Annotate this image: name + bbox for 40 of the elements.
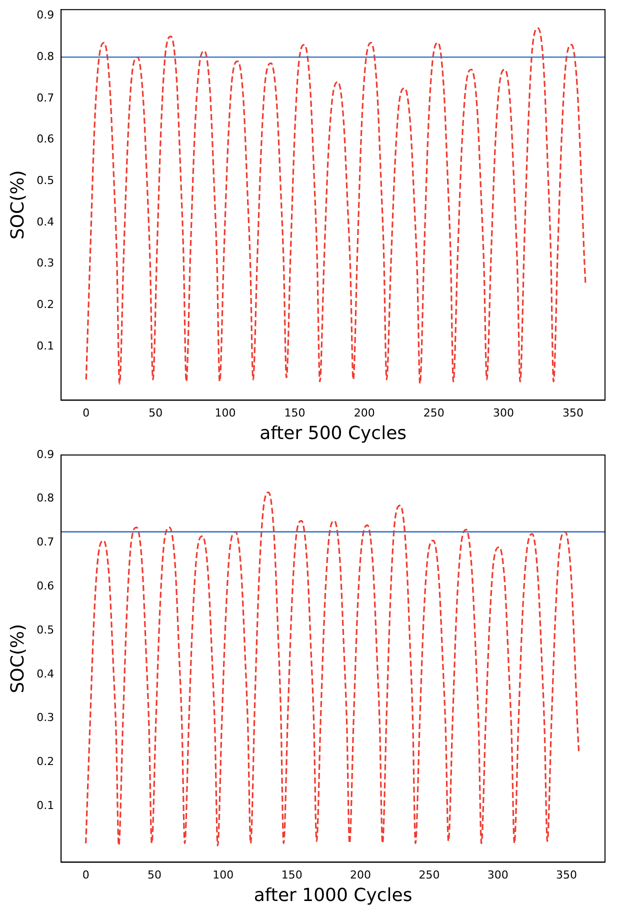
y-tick-label: 0.4 xyxy=(36,667,54,680)
y-tick-label: 0.9 xyxy=(36,8,54,22)
x-tick-label: 250 xyxy=(423,406,444,420)
y-tick-label: 0.1 xyxy=(36,339,54,352)
y-tick-label: 0.7 xyxy=(36,91,54,104)
line-series xyxy=(85,27,586,384)
x-tick-label: 150 xyxy=(281,868,302,882)
y-tick-label: 0.2 xyxy=(36,755,54,768)
x-tick-label: 100 xyxy=(212,868,234,882)
y-tick-label: 0.8 xyxy=(36,50,54,63)
y-tick-label: 0.1 xyxy=(36,798,54,812)
x-tick-label: 0 xyxy=(82,868,90,882)
x-axis-title: after 1000 Cycles xyxy=(254,884,412,906)
x-tick-label: 200 xyxy=(354,406,375,420)
y-tick-label: 0.3 xyxy=(36,256,54,270)
y-tick-label: 0.4 xyxy=(36,215,54,228)
y-tick-label: 0.6 xyxy=(36,579,54,592)
y-tick-label: 0.5 xyxy=(36,174,54,187)
line-series xyxy=(85,492,580,846)
y-tick-label: 0.2 xyxy=(36,298,54,311)
y-axis-title: SOC(%) xyxy=(7,624,28,694)
y-tick-label: 0.3 xyxy=(36,711,54,724)
x-tick-label: 200 xyxy=(350,868,372,882)
x-tick-label: 150 xyxy=(284,406,306,420)
y-tick-label: 0.8 xyxy=(36,492,54,505)
y-axis-title: SOC(%) xyxy=(7,170,28,240)
x-tick-label: 300 xyxy=(487,868,508,882)
x-axis-title: after 500 Cycles xyxy=(260,422,407,444)
x-tick-label: 0 xyxy=(82,406,90,420)
x-tick-label: 250 xyxy=(418,868,440,882)
x-tick-label: 300 xyxy=(492,406,514,420)
x-tick-label: 50 xyxy=(147,868,162,882)
x-tick-label: 350 xyxy=(556,868,578,882)
y-tick-label: 0.6 xyxy=(36,132,54,146)
x-tick-label: 100 xyxy=(214,406,236,420)
x-tick-label: 350 xyxy=(562,406,584,420)
y-tick-label: 0.5 xyxy=(36,623,54,636)
y-tick-label: 0.7 xyxy=(36,536,54,549)
x-tick-label: 50 xyxy=(148,406,163,420)
y-tick-label: 0.9 xyxy=(36,448,54,461)
